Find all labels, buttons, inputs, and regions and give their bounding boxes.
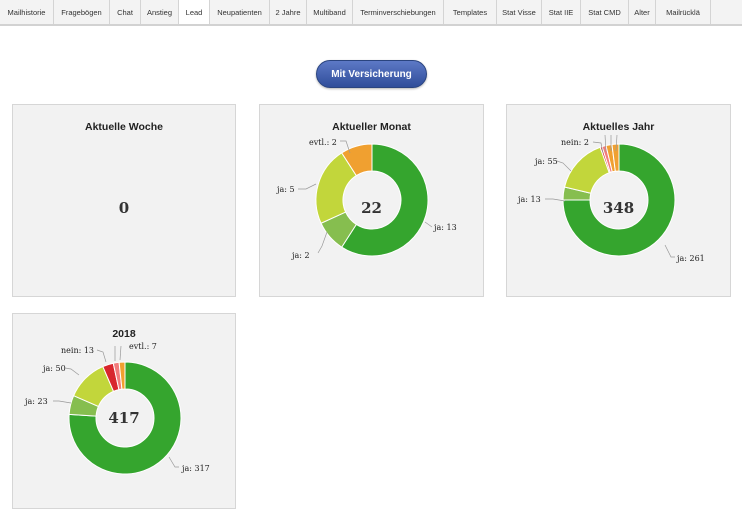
data-label: ja: 13 [434, 223, 457, 232]
tab-terminverschiebungen[interactable]: Terminverschiebungen [353, 0, 444, 24]
tab-mailrücklä[interactable]: Mailrücklä [656, 0, 711, 24]
tab-bar: Mailhistorie Fragebögen Chat Anstieg Lead Neu… [0, 0, 742, 26]
center-value: 22 [361, 199, 382, 217]
chart-title: Aktuelles Jahr [582, 121, 655, 133]
chart-title: Aktueller Monat [332, 121, 411, 133]
data-label: nein: 2 [561, 138, 589, 147]
tab-multiband[interactable]: Multiband [307, 0, 353, 24]
tab-mailhistorie[interactable]: Mailhistorie [0, 0, 54, 24]
pie-slice [611, 143, 620, 172]
mit-versicherung-button[interactable]: Mit Versicherung [316, 60, 427, 88]
data-label: ja: 5 [277, 185, 295, 194]
label-connectors [53, 345, 179, 468]
data-label: ja: 23 [25, 397, 48, 406]
center-value: 417 [108, 409, 140, 427]
pie-slice [118, 361, 126, 390]
donut-chart [562, 143, 676, 257]
pie-slice [562, 143, 676, 257]
center-value: 348 [602, 199, 635, 217]
tab-chat[interactable]: Chat [110, 0, 141, 24]
label-connectors [298, 140, 433, 254]
tab-templates[interactable]: Templates [444, 0, 497, 24]
tab-anstieg[interactable]: Anstieg [141, 0, 179, 24]
tab-alter[interactable]: Alter [629, 0, 656, 24]
chart-title: 2018 [112, 328, 136, 340]
data-label: ja: 13 [518, 195, 541, 204]
donut-chart [68, 361, 182, 475]
data-label: nein: 13 [61, 346, 95, 355]
tab-2-jahre[interactable]: 2 Jahre [270, 0, 307, 24]
data-label: ja: 317 [182, 464, 210, 473]
chart-panel-week: Aktuelle Woche 0 [12, 104, 236, 297]
chart-title: Aktuelle Woche [85, 121, 163, 133]
data-label: ja: 50 [43, 364, 66, 373]
center-value: 0 [118, 199, 130, 217]
tab-stat-iie[interactable]: Stat IIE [542, 0, 581, 24]
data-label: ja: 2 [292, 251, 310, 260]
tab-fragebögen[interactable]: Fragebögen [54, 0, 110, 24]
chart-panel-2018: 2018 417 ja: 317 ja: 23 ja: 50 nein: 13 … [12, 313, 236, 509]
tab-stat-visse[interactable]: Stat Visse [497, 0, 542, 24]
data-label: evtl.: 7 [129, 342, 157, 351]
label-connectors [545, 134, 675, 258]
chart-panel-month: Aktueller Monat 22 ja: 13 ja: 2 ja: 5 ev… [259, 104, 484, 297]
data-label: ja: 55 [535, 157, 558, 166]
tab-lead[interactable]: Lead [179, 0, 210, 24]
data-label: ja: 261 [677, 254, 705, 263]
pie-slice [341, 143, 429, 257]
tab-stat-cmd[interactable]: Stat CMD [581, 0, 629, 24]
pie-slice [68, 361, 182, 475]
chart-panel-year: Aktuelles Jahr 348 ja: 261 ja: 13 ja: 55… [506, 104, 731, 297]
tab-neupatienten[interactable]: Neupatienten [210, 0, 270, 24]
data-label: evtl.: 2 [309, 138, 337, 147]
